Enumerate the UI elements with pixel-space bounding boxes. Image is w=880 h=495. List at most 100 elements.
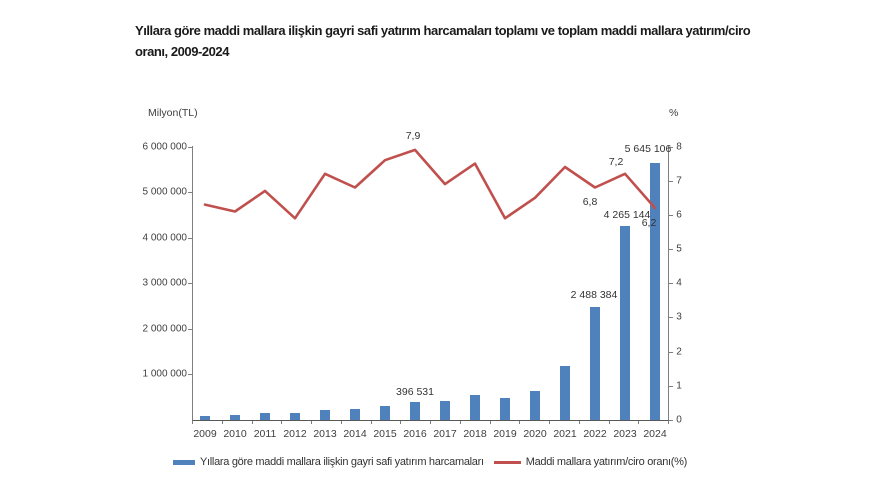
x-axis-year-label: 2019 xyxy=(493,428,517,440)
line-value-label-2016: 7,9 xyxy=(405,130,421,142)
x-axis-year-label: 2013 xyxy=(313,428,337,440)
chart-title-line2: oranı, 2009-2024 xyxy=(135,44,229,59)
bar-2017 xyxy=(440,401,450,420)
x-axis-tick xyxy=(281,421,282,424)
x-axis-year-label: 2009 xyxy=(193,428,217,440)
legend-item-line: Maddi mallara yatırım/ciro oranı(%) xyxy=(493,456,688,468)
bar-2016 xyxy=(410,402,420,420)
bars-layer xyxy=(192,146,668,420)
right-axis-tick xyxy=(669,215,673,216)
legend-item-bars: Yıllara göre maddi mallara ilişkin gayri… xyxy=(173,456,484,468)
x-axis-tick xyxy=(371,421,372,424)
left-axis-tick xyxy=(188,238,192,239)
line-value-label-2024: 6,2 xyxy=(641,217,657,229)
legend-label-bars: Yıllara göre maddi mallara ilişkin gayri… xyxy=(200,456,484,468)
x-axis-year-label: 2023 xyxy=(613,428,637,440)
bar-series-swatch-icon xyxy=(173,459,195,465)
left-axis-tick-label: 6 000 000 xyxy=(142,141,188,153)
x-axis-tick xyxy=(460,421,461,424)
right-axis-tick-label: 2 xyxy=(676,346,682,358)
chart-title-line1: Yıllara göre maddi mallara ilişkin gayri… xyxy=(135,23,751,38)
left-axis-tick xyxy=(188,283,192,284)
bar-2015 xyxy=(380,406,390,420)
bar-2013 xyxy=(320,410,330,420)
right-axis-tick xyxy=(669,181,673,182)
line-value-label-2023: 7,2 xyxy=(608,156,624,168)
left-axis-tick xyxy=(188,147,192,148)
left-axis-tick xyxy=(188,192,192,193)
x-axis-year-label: 2016 xyxy=(403,428,427,440)
bar-2024 xyxy=(650,163,660,420)
x-axis-tick xyxy=(192,421,193,424)
ratio-line xyxy=(203,148,657,220)
x-axis-tick xyxy=(341,421,342,424)
right-axis-unit-label: % xyxy=(669,107,679,119)
x-axis-year-label: 2010 xyxy=(223,428,247,440)
bar-2019 xyxy=(500,398,510,420)
left-axis-tick-label: 3 000 000 xyxy=(142,277,188,289)
bar-value-label-2023: 4 265 144 xyxy=(603,209,651,221)
bar-2014 xyxy=(350,409,360,420)
x-axis-year-label: 2014 xyxy=(343,428,367,440)
bar-2023 xyxy=(620,226,630,420)
x-axis-year-label: 2020 xyxy=(523,428,547,440)
plot-area xyxy=(192,146,669,421)
right-axis-tick xyxy=(669,420,673,421)
x-axis-tick xyxy=(519,421,520,424)
x-axis-year-label: 2011 xyxy=(253,428,277,440)
line-value-label-2022: 6,8 xyxy=(582,196,598,208)
x-axis-year-label: 2018 xyxy=(463,428,487,440)
bar-value-label-2022: 2 488 384 xyxy=(570,289,618,301)
x-axis-year-label: 2022 xyxy=(583,428,607,440)
left-axis-unit-label: Milyon(TL) xyxy=(148,107,198,119)
x-axis-tick xyxy=(311,421,312,424)
right-axis-tick-label: 3 xyxy=(676,311,682,323)
x-axis-tick xyxy=(222,421,223,424)
x-axis-year-label: 2017 xyxy=(433,428,457,440)
x-axis-year-label: 2021 xyxy=(553,428,577,440)
right-axis-tick xyxy=(669,317,673,318)
left-axis-tick-label: 4 000 000 xyxy=(142,232,188,244)
left-axis-tick xyxy=(188,329,192,330)
x-axis-tick xyxy=(430,421,431,424)
x-axis-tick xyxy=(490,421,491,424)
x-axis-year-label: 2012 xyxy=(283,428,307,440)
bar-2020 xyxy=(530,391,540,420)
x-axis-tick xyxy=(579,421,580,424)
bar-2010 xyxy=(230,415,240,420)
legend-label-line: Maddi mallara yatırım/ciro oranı(%) xyxy=(525,456,688,468)
right-axis-tick-label: 7 xyxy=(676,175,682,187)
bar-2022 xyxy=(590,307,600,420)
right-axis-tick xyxy=(669,283,673,284)
right-axis-tick xyxy=(669,249,673,250)
right-axis-tick-label: 1 xyxy=(676,380,682,392)
bar-2011 xyxy=(260,413,270,420)
ratio-line-layer xyxy=(203,148,657,220)
x-axis-tick xyxy=(400,421,401,424)
bar-2009 xyxy=(200,416,210,420)
right-axis-tick xyxy=(669,147,673,148)
x-axis-tick xyxy=(609,421,610,424)
bar-value-label-2024: 5 645 106 xyxy=(624,143,672,155)
bar-value-label-2016: 396 531 xyxy=(396,386,434,398)
chart-title: Yıllara göre maddi mallara ilişkin gayri… xyxy=(135,20,875,62)
line-series-swatch-icon xyxy=(493,460,521,464)
left-axis-tick xyxy=(188,374,192,375)
x-axis-tick xyxy=(668,421,669,424)
x-axis-year-label: 2024 xyxy=(643,428,667,440)
x-axis-tick xyxy=(252,421,253,424)
bar-2018 xyxy=(470,395,480,420)
x-axis-tick xyxy=(638,421,639,424)
right-axis-tick-label: 5 xyxy=(676,243,682,255)
x-axis-tick xyxy=(549,421,550,424)
right-axis-tick-label: 6 xyxy=(676,209,682,221)
left-axis-tick-label: 1 000 000 xyxy=(142,368,188,380)
left-axis-tick-label: 5 000 000 xyxy=(142,186,188,198)
right-axis-tick-label: 4 xyxy=(676,277,682,289)
right-axis-tick-label: 8 xyxy=(676,141,682,153)
right-axis-tick-label: 0 xyxy=(676,414,682,426)
left-axis-tick-label: 2 000 000 xyxy=(142,323,188,335)
x-axis-year-label: 2015 xyxy=(373,428,397,440)
right-axis-tick xyxy=(669,386,673,387)
